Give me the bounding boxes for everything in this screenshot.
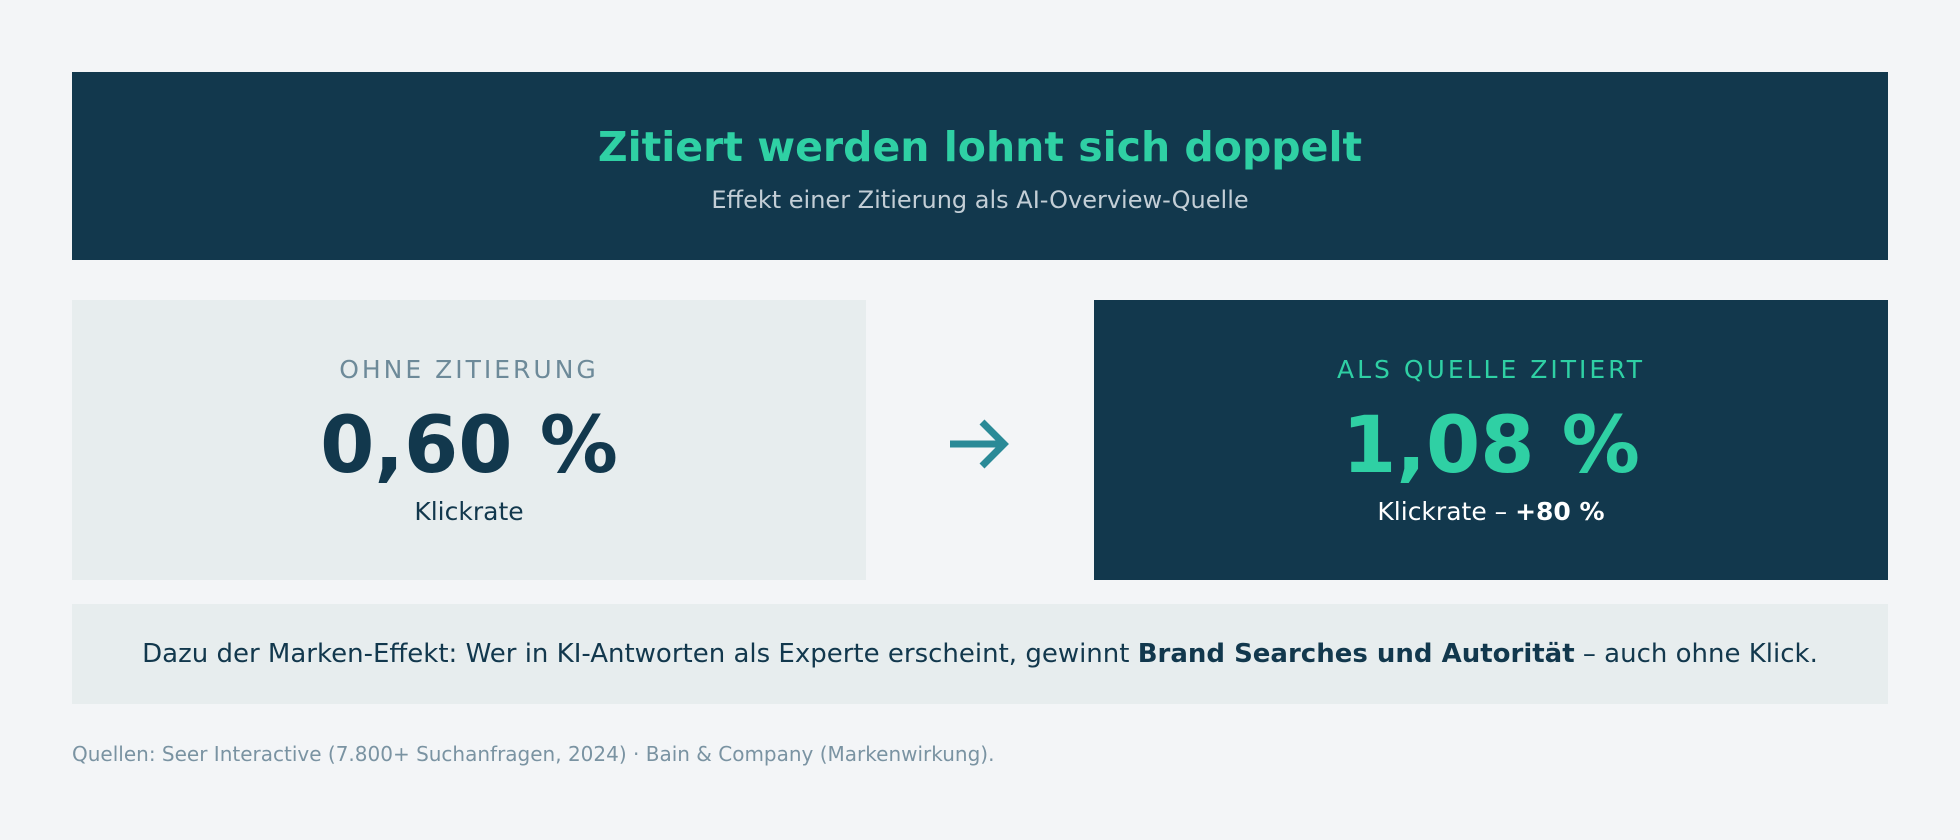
brand-effect-note: Dazu der Marken-Effekt: Wer in KI-Antwor… [72,604,1888,704]
header-banner: Zitiert werden lohnt sich doppelt Effekt… [72,72,1888,260]
card-right-label-prefix: Klickrate – [1377,497,1516,526]
card-without-citation: OHNE ZITIERUNG 0,60 % Klickrate [72,300,866,580]
note-prefix: Dazu der Marken-Effekt: Wer in KI-Antwor… [142,639,1138,669]
card-right-kicker: ALS QUELLE ZITIERT [1337,355,1645,384]
card-right-label-delta: +80 % [1515,497,1605,526]
card-left-kicker: OHNE ZITIERUNG [339,355,599,384]
page-subtitle: Effekt einer Zitierung als AI-Overview-Q… [711,186,1249,214]
card-left-value: 0,60 % [320,401,618,491]
note-suffix: – auch ohne Klick. [1574,639,1818,669]
card-cited-as-source: ALS QUELLE ZITIERT 1,08 % Klickrate – +8… [1094,300,1888,580]
sources-footnote: Quellen: Seer Interactive (7.800+ Suchan… [72,742,995,766]
card-left-label: Klickrate [414,497,524,526]
page-title: Zitiert werden lohnt sich doppelt [597,123,1363,171]
note-strong: Brand Searches und Autorität [1137,639,1575,669]
card-right-label: Klickrate – +80 % [1094,496,1888,528]
card-right-value: 1,08 % [1342,401,1640,491]
arrow-right-icon [950,419,1009,469]
